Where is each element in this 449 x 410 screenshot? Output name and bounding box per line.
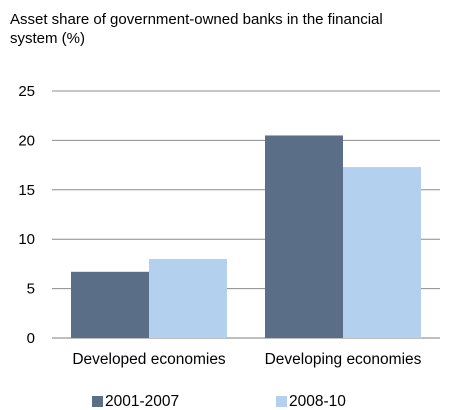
bar: [149, 258, 227, 338]
bar: [265, 135, 343, 338]
y-tick-label: 20: [18, 132, 35, 149]
y-tick-label: 0: [27, 330, 35, 347]
legend-swatch: [92, 396, 103, 407]
y-tick-label: 15: [18, 182, 35, 199]
legend-swatch: [276, 396, 287, 407]
chart-title: Asset share of government-owned banks in…: [10, 11, 383, 47]
y-tick-label: 25: [18, 83, 35, 100]
y-tick-label: 10: [18, 231, 35, 248]
bar: [71, 271, 149, 338]
bar: [343, 167, 421, 338]
y-tick-label: 5: [27, 281, 35, 298]
legend-label: 2008-10: [289, 393, 346, 410]
x-category-label: Developed economies: [72, 351, 226, 368]
legend-label: 2001-2007: [105, 393, 179, 410]
x-category-label: Developing economies: [265, 351, 422, 368]
